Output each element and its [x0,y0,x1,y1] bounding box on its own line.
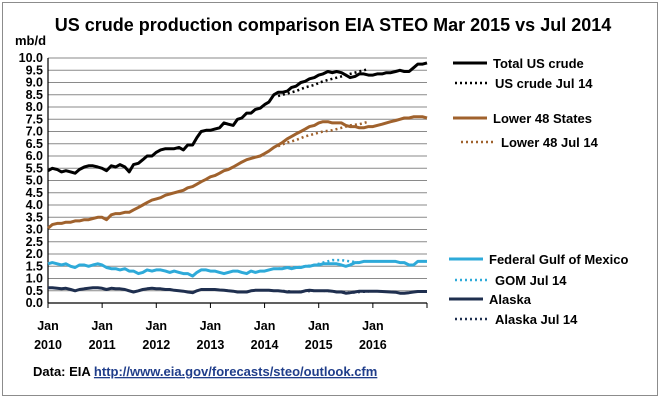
legend-label: Lower 48 States [493,111,592,126]
y-axis-unit-label: mb/d [15,33,46,48]
x-tick-label: Jan [37,319,59,333]
legend-label: Federal Gulf of Mexico [489,252,628,267]
series-line-lower-48-states [47,115,428,230]
svg-text:Data: EIA http://www.eia.gov/f: Data: EIA http://www.eia.gov/forecasts/s… [33,364,377,379]
y-tick-label: 0.0 [26,296,43,310]
axes: 0.00.51.01.52.02.53.03.54.04.55.05.56.06… [19,51,428,352]
series-lines [47,61,428,295]
x-tick-label: 2011 [89,338,116,352]
legend-label: Alaska [489,292,532,307]
y-tick-label: 7.5 [26,112,43,126]
source-link[interactable]: http://www.eia.gov/forecasts/steo/outloo… [94,364,377,379]
y-tick-label: 0.5 [26,284,43,298]
y-tick-label: 10.0 [19,51,43,65]
x-tick-label: 2010 [34,338,62,352]
legend: Total US crude US crude Jul 14 Lower 48 St… [449,56,628,327]
y-tick-label: 9.5 [26,63,43,77]
legend-label: Alaska Jul 14 [495,312,578,327]
x-tick-label: Jan [362,319,384,333]
x-tick-label: 2014 [251,338,279,352]
chart-frame: US crude production comparison EIA STEO … [2,2,658,396]
source-note: Data: EIA http://www.eia.gov/forecasts/s… [33,364,377,379]
y-tick-label: 6.5 [26,137,43,151]
x-tick-label: Jan [91,319,113,333]
series-line-us-crude-jul-14 [277,67,369,98]
y-tick-label: 1.0 [26,272,43,286]
y-tick-label: 6.0 [26,149,43,163]
x-tick-label: 2016 [359,338,387,352]
y-tick-label: 9.0 [26,76,43,90]
y-tick-label: 2.0 [26,247,43,261]
y-tick-label: 5.5 [26,161,43,175]
legend-label: GOM Jul 14 [495,273,567,288]
y-tick-label: 8.5 [26,88,43,102]
series-line-total-us-crude [47,61,428,175]
y-tick-label: 3.5 [26,210,43,224]
y-tick-label: 5.0 [26,174,43,188]
series-line-gom-jul-14 [277,258,360,270]
legend-label: Lower 48 Jul 14 [501,135,599,150]
series-line-alaska [48,286,427,295]
y-tick-label: 4.5 [26,186,43,200]
y-tick-label: 3.0 [26,223,43,237]
x-tick-label: Jan [308,319,330,333]
y-tick-label: 7.0 [26,125,43,139]
x-tick-label: Jan [200,319,222,333]
x-tick-label: Jan [146,319,168,333]
x-tick-label: 2015 [305,338,333,352]
legend-label: Total US crude [493,56,584,71]
chart-title: US crude production comparison EIA STEO … [55,15,612,35]
series-line-federal-gulf-of-mexico [47,259,427,278]
series-line-lower-48-jul-14 [277,120,369,148]
y-tick-label: 4.0 [26,198,43,212]
x-tick-label: Jan [254,319,276,333]
grid-lines [48,57,427,304]
y-tick-label: 2.5 [26,235,43,249]
x-tick-label: 2012 [142,338,170,352]
y-tick-label: 8.0 [26,100,43,114]
chart-svg: US crude production comparison EIA STEO … [15,15,628,379]
source-prefix: Data: EIA [33,364,94,379]
legend-label: US crude Jul 14 [495,76,593,91]
series-line-alaska-jul-14 [278,289,369,294]
y-tick-label: 1.5 [26,259,43,273]
x-tick-label: 2013 [197,338,225,352]
